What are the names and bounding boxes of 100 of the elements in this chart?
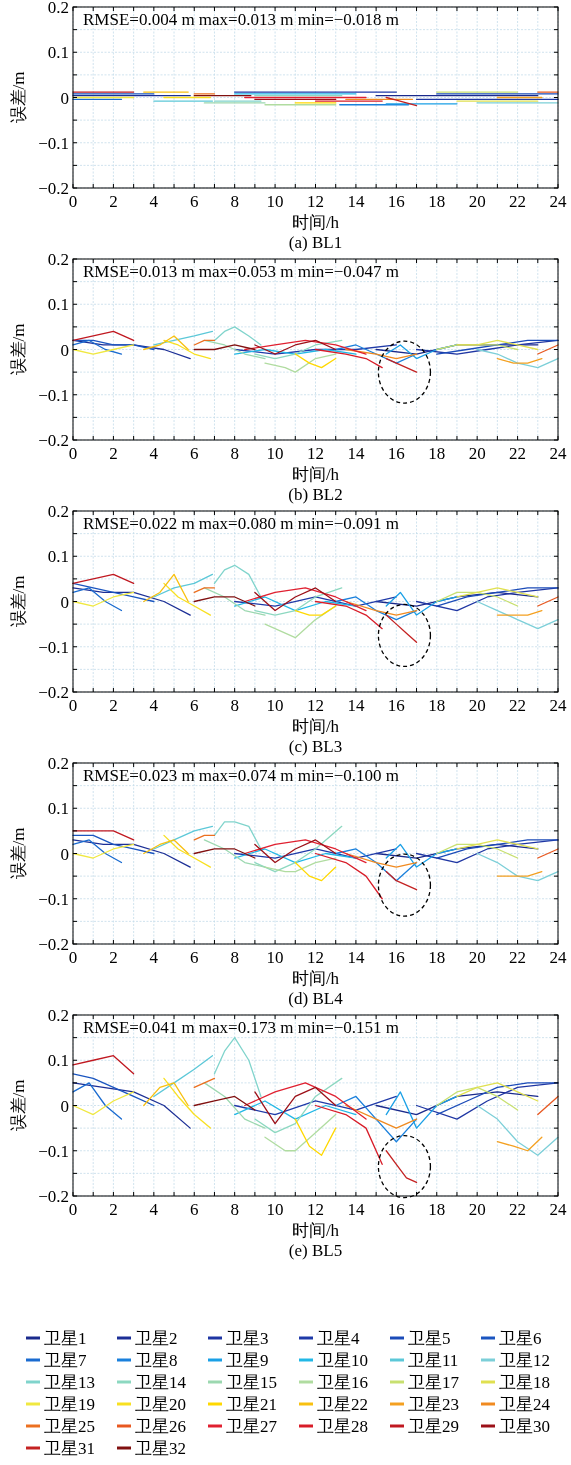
legend-label: 卫星29 bbox=[408, 1417, 459, 1436]
y-tick-label: 0.2 bbox=[47, 502, 69, 521]
x-axis-title: 时间/h bbox=[291, 465, 340, 484]
legend-label: 卫星22 bbox=[317, 1395, 368, 1414]
x-tick-label: 22 bbox=[509, 444, 527, 463]
text: (c) BL3 bbox=[288, 737, 343, 756]
y-axis-title: 误差/m bbox=[9, 575, 28, 628]
y-tick-label: −0.2 bbox=[38, 935, 69, 954]
x-tick-label: 14 bbox=[347, 948, 365, 967]
x-axis-title: 时间/h bbox=[291, 1221, 340, 1240]
legend-label: 卫星11 bbox=[408, 1351, 459, 1370]
legend-label: 卫星20 bbox=[135, 1395, 186, 1414]
y-tick-label: 0.1 bbox=[47, 295, 69, 315]
x-axis-title: 时间/h bbox=[291, 213, 340, 232]
x-tick-label: 14 bbox=[347, 696, 365, 715]
x-tick-label: 20 bbox=[468, 1200, 486, 1219]
y-tick-label: −0.1 bbox=[38, 133, 69, 153]
legend-label: 卫星8 bbox=[135, 1351, 178, 1370]
legend-label: 卫星27 bbox=[226, 1417, 278, 1436]
y-tick-label: 0.1 bbox=[47, 1051, 69, 1071]
x-tick-label: 22 bbox=[509, 1200, 527, 1219]
legend-label: 卫星4 bbox=[317, 1329, 360, 1348]
x-tick-label: 12 bbox=[307, 192, 324, 211]
x-tick-label: 6 bbox=[190, 1200, 199, 1219]
text: (a) BL1 bbox=[288, 233, 343, 252]
y-tick-label: −0.2 bbox=[38, 683, 69, 702]
legend-label: 卫星25 bbox=[44, 1417, 95, 1436]
x-tick-label: 10 bbox=[266, 696, 284, 715]
x-tick-label: 8 bbox=[230, 192, 239, 211]
y-tick-label: 0.2 bbox=[47, 1006, 69, 1025]
y-tick-label: −0.2 bbox=[38, 431, 69, 450]
y-tick-label: 0.1 bbox=[47, 799, 69, 819]
x-tick-label: 16 bbox=[387, 948, 405, 967]
x-axis-title: 时间/h bbox=[291, 969, 340, 988]
x-tick-label: 6 bbox=[190, 696, 199, 715]
legend-label: 卫星16 bbox=[317, 1373, 368, 1392]
legend-label: 卫星24 bbox=[499, 1395, 551, 1414]
legend-label: 卫星28 bbox=[317, 1417, 368, 1436]
x-tick-label: 18 bbox=[428, 696, 446, 715]
text: (b) BL2 bbox=[288, 485, 343, 504]
annotation: RMSE=0.004 m max=0.013 m min=−0.018 m bbox=[83, 10, 400, 29]
x-tick-label: 24 bbox=[549, 444, 567, 463]
legend-label: 卫星14 bbox=[135, 1373, 187, 1392]
legend-label: 卫星5 bbox=[408, 1329, 451, 1348]
y-tick-label: −0.1 bbox=[38, 385, 69, 405]
legend-label: 卫星6 bbox=[499, 1329, 542, 1348]
legend-label: 卫星2 bbox=[135, 1329, 178, 1348]
x-tick-label: 12 bbox=[307, 948, 324, 967]
y-tick-label: 0.2 bbox=[47, 250, 69, 269]
legend-label: 卫星19 bbox=[44, 1395, 95, 1414]
x-tick-label: 8 bbox=[230, 1200, 239, 1219]
x-tick-label: 14 bbox=[347, 1200, 365, 1219]
x-tick-label: 22 bbox=[509, 696, 527, 715]
y-tick-label: 0 bbox=[60, 844, 69, 864]
legend-label: 卫星32 bbox=[135, 1439, 186, 1458]
x-tick-label: 16 bbox=[387, 1200, 405, 1219]
text: (d) BL4 bbox=[288, 989, 344, 1008]
x-tick-label: 20 bbox=[468, 444, 486, 463]
y-tick-label: 0 bbox=[60, 88, 69, 108]
x-tick-label: 16 bbox=[387, 444, 405, 463]
x-tick-label: 10 bbox=[266, 948, 284, 967]
y-tick-label: −0.1 bbox=[38, 889, 69, 909]
y-tick-label: 0 bbox=[60, 1096, 69, 1116]
text: (e) BL5 bbox=[288, 1241, 343, 1260]
legend-label: 卫星26 bbox=[135, 1417, 186, 1436]
annotation: RMSE=0.041 m max=0.173 m min=−0.151 m bbox=[83, 1018, 400, 1037]
x-tick-label: 24 bbox=[549, 1200, 567, 1219]
x-tick-label: 2 bbox=[109, 444, 118, 463]
legend-label: 卫星30 bbox=[499, 1417, 550, 1436]
legend-label: 卫星9 bbox=[226, 1351, 269, 1370]
legend-label: 卫星15 bbox=[226, 1373, 277, 1392]
x-tick-label: 22 bbox=[509, 948, 527, 967]
x-tick-label: 4 bbox=[149, 696, 159, 715]
x-tick-label: 8 bbox=[230, 444, 239, 463]
x-tick-label: 10 bbox=[266, 1200, 284, 1219]
annotation: RMSE=0.023 m max=0.074 m min=−0.100 m bbox=[83, 766, 400, 785]
x-tick-label: 2 bbox=[109, 192, 118, 211]
annotation: RMSE=0.022 m max=0.080 m min=−0.091 m bbox=[83, 514, 400, 533]
x-tick-label: 2 bbox=[109, 948, 118, 967]
y-axis-title: 误差/m bbox=[9, 1079, 28, 1132]
y-tick-label: −0.2 bbox=[38, 1187, 69, 1206]
x-tick-label: 16 bbox=[387, 192, 405, 211]
x-tick-label: 4 bbox=[149, 444, 159, 463]
x-tick-label: 14 bbox=[347, 192, 365, 211]
x-tick-label: 12 bbox=[307, 696, 324, 715]
x-tick-label: 12 bbox=[307, 1200, 324, 1219]
x-tick-label: 12 bbox=[307, 444, 324, 463]
legend-label: 卫星12 bbox=[499, 1351, 550, 1370]
y-tick-label: 0.1 bbox=[47, 547, 69, 567]
x-tick-label: 10 bbox=[266, 192, 284, 211]
y-axis-title: 误差/m bbox=[9, 323, 28, 376]
legend-label: 卫星17 bbox=[408, 1373, 460, 1392]
x-axis-title: 时间/h bbox=[291, 717, 340, 736]
y-tick-label: 0.1 bbox=[47, 43, 69, 63]
x-tick-label: 20 bbox=[468, 696, 486, 715]
x-tick-label: 10 bbox=[266, 444, 284, 463]
legend-label: 卫星3 bbox=[226, 1329, 269, 1348]
y-tick-label: −0.1 bbox=[38, 637, 69, 657]
x-tick-label: 18 bbox=[428, 192, 446, 211]
legend-label: 卫星7 bbox=[44, 1351, 87, 1370]
